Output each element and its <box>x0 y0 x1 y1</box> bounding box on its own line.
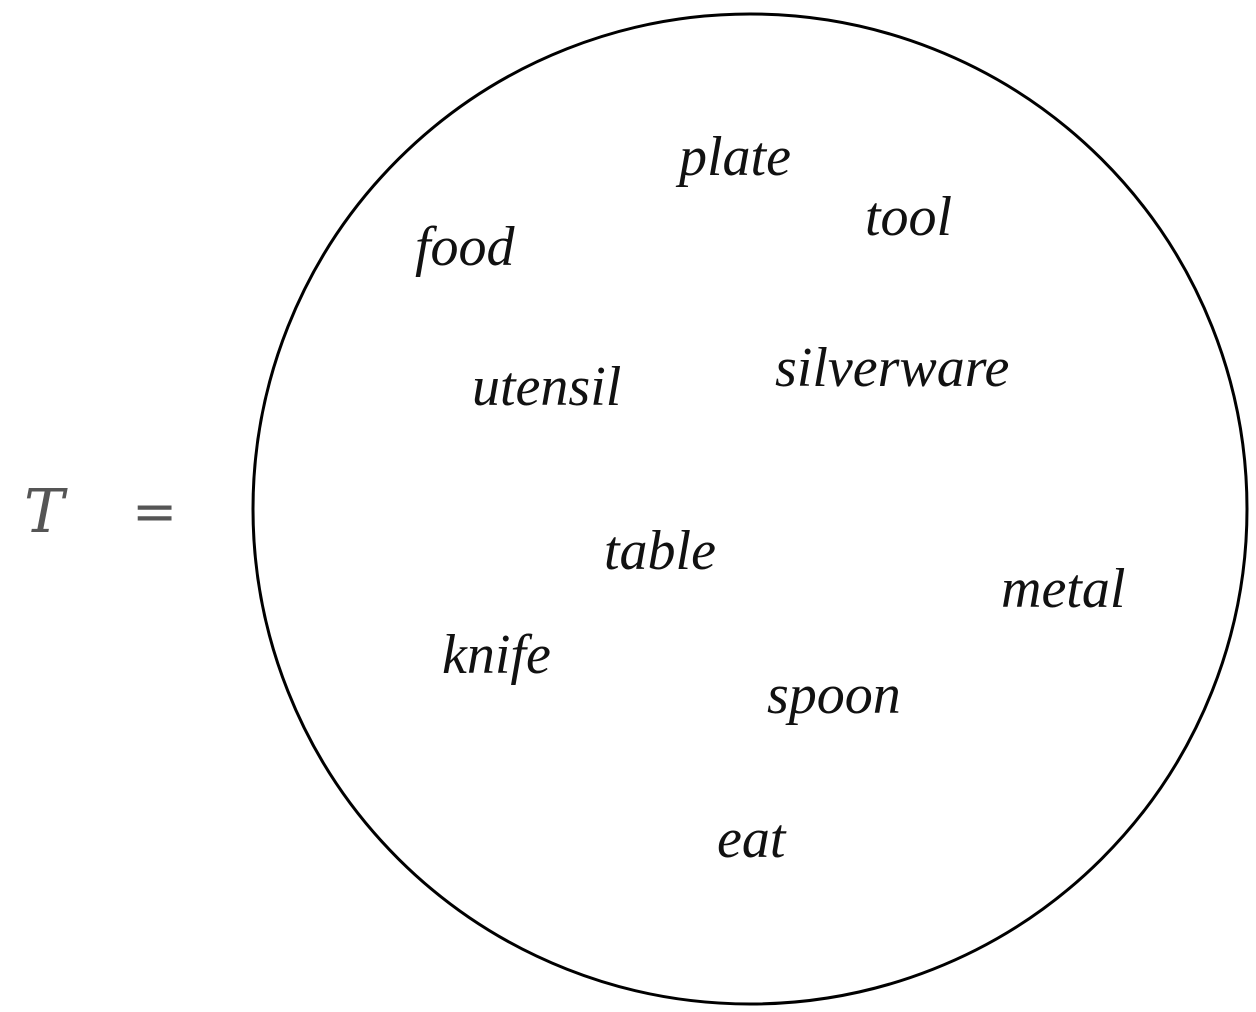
set-boundary-circle <box>251 12 1249 1006</box>
word-knife: knife <box>442 624 551 686</box>
equals-sign: = <box>132 480 177 543</box>
word-plate: plate <box>675 126 791 188</box>
word-eat: eat <box>717 808 787 870</box>
set-symbol: T <box>24 477 68 547</box>
word-silverware: silverware <box>775 337 1009 399</box>
word-utensil: utensil <box>472 356 621 418</box>
word-tool: tool <box>865 186 952 248</box>
word-metal: metal <box>1001 558 1125 620</box>
word-table: table <box>604 520 716 582</box>
word-food: food <box>415 216 516 278</box>
word-spoon: spoon <box>767 664 901 726</box>
